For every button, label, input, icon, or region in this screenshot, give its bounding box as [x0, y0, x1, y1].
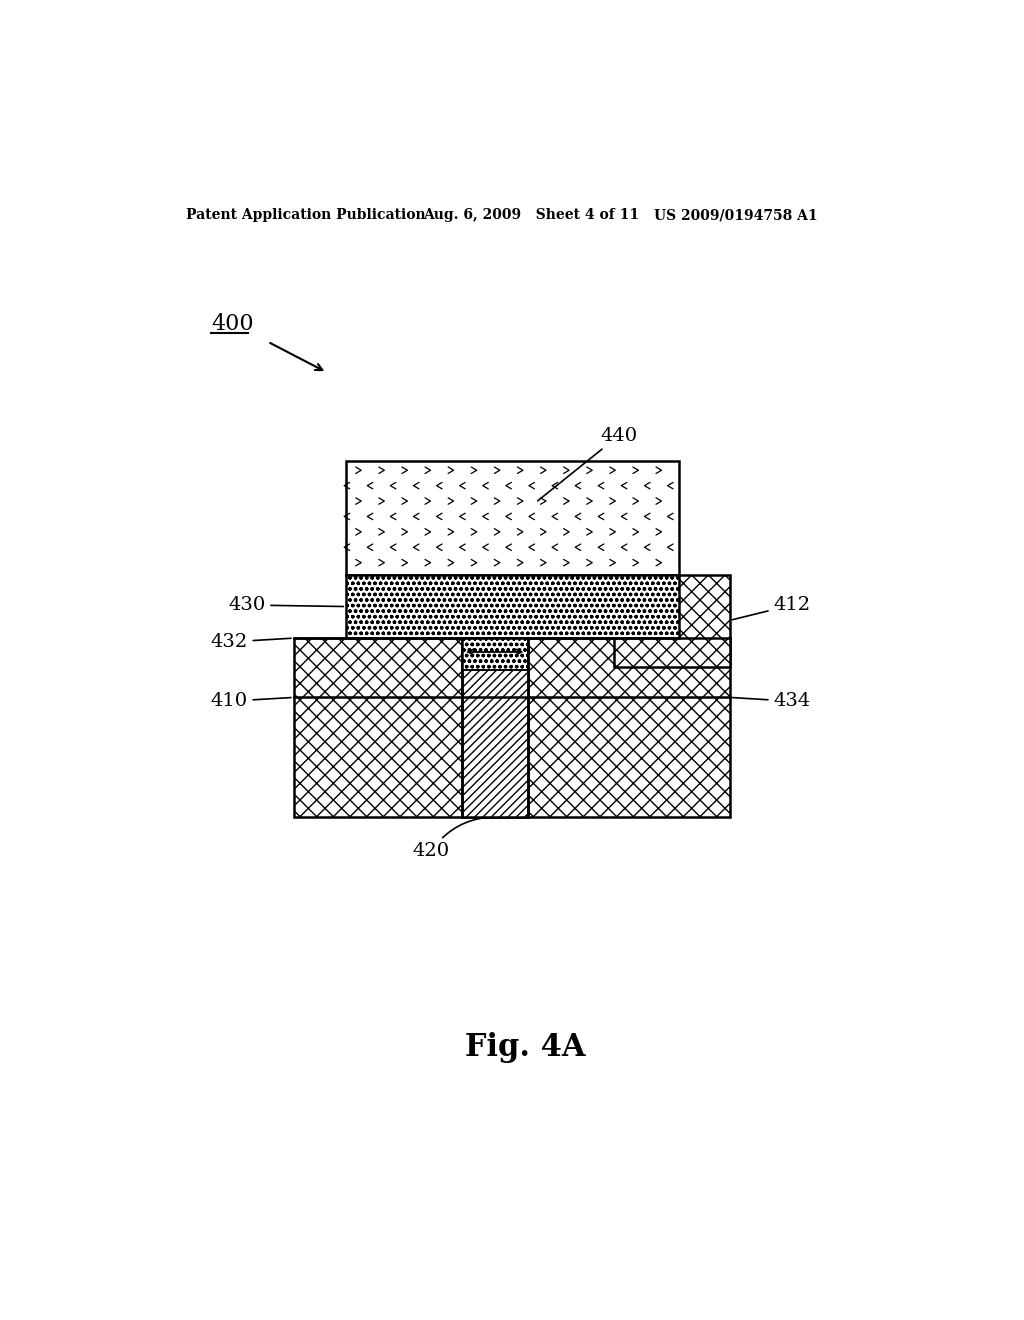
- Text: 410: 410: [211, 692, 291, 710]
- Bar: [462, 638, 528, 671]
- Text: 432: 432: [210, 634, 291, 651]
- Text: 434: 434: [732, 692, 811, 710]
- Bar: [346, 461, 679, 576]
- Bar: [294, 638, 730, 817]
- Text: 420: 420: [413, 817, 492, 861]
- Text: 412: 412: [732, 597, 811, 619]
- Text: Fig. 4A: Fig. 4A: [465, 1032, 585, 1063]
- Text: 400: 400: [211, 313, 254, 335]
- Bar: [614, 576, 730, 667]
- Text: Patent Application Publication: Patent Application Publication: [186, 209, 426, 223]
- Text: US 2009/0194758 A1: US 2009/0194758 A1: [654, 209, 818, 223]
- Text: 430: 430: [228, 597, 343, 614]
- Bar: [346, 576, 679, 638]
- Text: Aug. 6, 2009   Sheet 4 of 11: Aug. 6, 2009 Sheet 4 of 11: [423, 209, 639, 223]
- Bar: [462, 638, 528, 817]
- Text: 440: 440: [538, 426, 637, 500]
